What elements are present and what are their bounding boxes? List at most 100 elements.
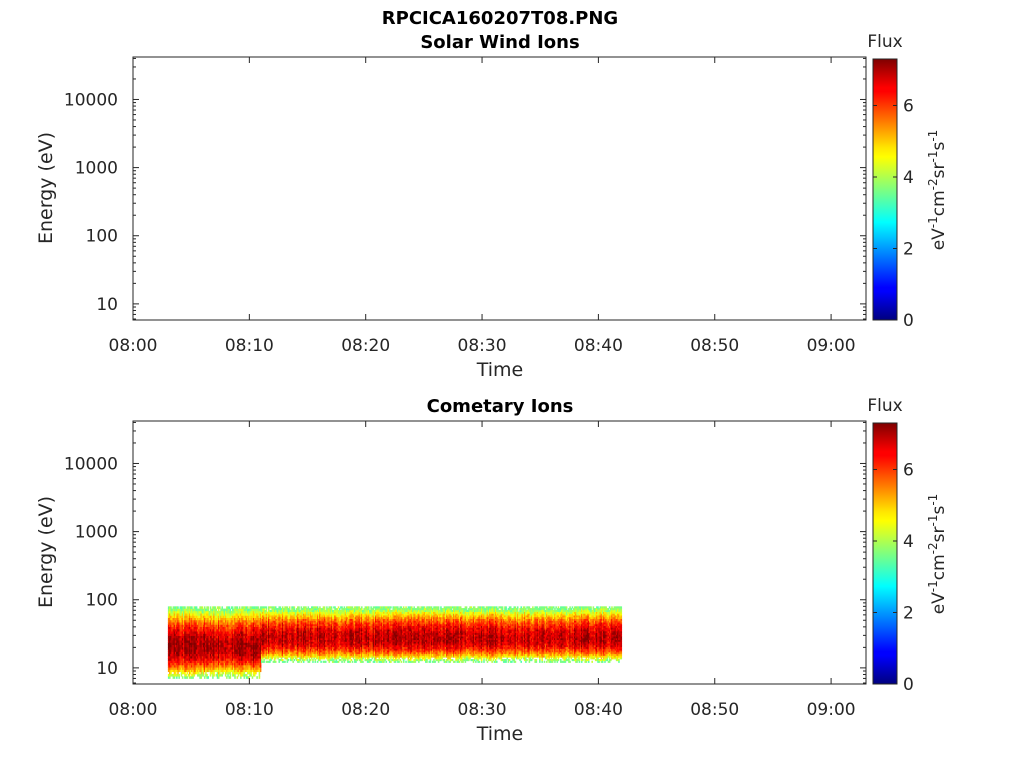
heatmap-cell bbox=[233, 635, 235, 639]
heatmap-cell bbox=[247, 646, 249, 650]
heatmap-cell bbox=[234, 608, 236, 612]
heatmap-cell bbox=[173, 606, 176, 609]
heatmap-cell bbox=[292, 648, 294, 651]
heatmap-cell bbox=[169, 640, 171, 643]
heatmap-cell bbox=[170, 646, 172, 650]
heatmap-cell bbox=[267, 613, 270, 616]
heatmap-cell bbox=[201, 635, 204, 639]
heatmap-cell bbox=[265, 646, 268, 649]
heatmap-cell bbox=[304, 615, 306, 618]
heatmap-cell bbox=[184, 651, 186, 655]
heatmap-cell bbox=[290, 643, 292, 646]
heatmap-cell bbox=[295, 615, 298, 618]
heatmap-cell bbox=[193, 622, 196, 625]
heatmap-cell bbox=[179, 633, 182, 637]
heatmap-cell bbox=[191, 644, 193, 648]
heatmap-cell bbox=[266, 627, 269, 630]
heatmap-cell bbox=[266, 660, 269, 663]
heatmap-cell bbox=[242, 624, 244, 628]
heatmap-cell bbox=[183, 669, 185, 673]
heatmap-cell bbox=[214, 653, 216, 657]
heatmap-cell bbox=[293, 627, 296, 630]
heatmap-cell bbox=[179, 606, 182, 609]
heatmap-cell bbox=[216, 653, 219, 657]
heatmap-cell bbox=[278, 655, 280, 658]
heatmap-cell bbox=[224, 637, 227, 641]
heatmap-cell bbox=[231, 624, 234, 628]
heatmap-cell bbox=[249, 642, 251, 646]
heatmap-cell bbox=[244, 651, 247, 655]
heatmap-cell bbox=[259, 619, 262, 623]
heatmap-cell bbox=[266, 643, 269, 646]
heatmap-cell bbox=[194, 631, 197, 634]
heatmap-cell bbox=[199, 664, 201, 668]
heatmap-cell bbox=[209, 658, 212, 661]
heatmap-cell bbox=[186, 606, 189, 609]
heatmap-cell bbox=[214, 606, 216, 609]
heatmap-cell bbox=[183, 642, 185, 646]
heatmap-cell bbox=[230, 610, 233, 614]
heatmap-cell bbox=[180, 667, 183, 670]
heatmap-cell bbox=[257, 633, 260, 637]
heatmap-cell bbox=[187, 637, 190, 641]
heatmap-cell bbox=[201, 673, 204, 677]
heatmap-cell bbox=[284, 622, 286, 625]
heatmap-cell bbox=[241, 606, 243, 609]
heatmap-cell bbox=[234, 662, 236, 666]
heatmap-cell bbox=[222, 633, 225, 637]
heatmap-cell bbox=[285, 648, 287, 651]
heatmap-cell bbox=[300, 655, 303, 658]
heatmap-cell bbox=[241, 615, 243, 619]
heatmap-cell bbox=[245, 660, 248, 664]
heatmap-cell bbox=[194, 649, 197, 652]
heatmap-cell bbox=[209, 673, 212, 677]
heatmap-cell bbox=[285, 625, 287, 628]
heatmap-cell bbox=[258, 673, 261, 677]
heatmap-cell bbox=[185, 655, 187, 659]
heatmap-cell bbox=[177, 644, 179, 648]
heatmap-cell bbox=[233, 653, 235, 657]
heatmap-cell bbox=[191, 640, 193, 643]
heatmap-cell bbox=[295, 630, 298, 634]
heatmap-cell bbox=[195, 644, 198, 648]
heatmap-cell bbox=[210, 619, 213, 623]
heatmap-cell bbox=[185, 651, 187, 655]
heatmap-cell bbox=[264, 613, 267, 616]
heatmap-cell bbox=[237, 633, 240, 637]
heatmap-cell bbox=[208, 662, 211, 666]
heatmap-cell bbox=[265, 637, 268, 641]
heatmap-cell bbox=[284, 643, 286, 646]
heatmap-cell bbox=[206, 606, 208, 609]
heatmap-cell bbox=[233, 673, 235, 677]
heatmap-cell bbox=[257, 658, 260, 661]
heatmap-cell bbox=[257, 617, 260, 621]
heatmap-cell bbox=[300, 620, 303, 623]
heatmap-cell bbox=[298, 636, 300, 639]
heatmap-cell bbox=[274, 651, 277, 655]
heatmap-cell bbox=[260, 608, 263, 611]
heatmap-cell bbox=[227, 610, 229, 614]
heatmap-cell bbox=[234, 640, 236, 643]
heatmap-cell bbox=[224, 655, 227, 659]
heatmap-cell bbox=[291, 655, 293, 658]
heatmap-cell bbox=[271, 634, 274, 637]
heatmap-cell bbox=[254, 649, 256, 652]
heatmap-cell bbox=[177, 649, 179, 652]
heatmap-cell bbox=[243, 676, 246, 679]
heatmap-cell bbox=[294, 625, 297, 628]
heatmap-cell bbox=[242, 613, 244, 616]
heatmap-cell bbox=[299, 620, 301, 623]
heatmap-cell bbox=[309, 639, 312, 642]
heatmap-cell bbox=[252, 608, 255, 612]
heatmap-cell bbox=[222, 658, 225, 661]
heatmap-cell bbox=[200, 649, 203, 652]
heatmap-cell bbox=[297, 646, 299, 649]
heatmap-cell bbox=[208, 637, 211, 641]
heatmap-cell bbox=[307, 643, 310, 646]
heatmap-cell bbox=[271, 643, 274, 646]
heatmap-cell bbox=[300, 629, 303, 632]
heatmap-cell bbox=[286, 616, 289, 620]
heatmap-cell bbox=[256, 635, 258, 639]
heatmap-cell bbox=[304, 630, 306, 634]
heatmap-cell bbox=[263, 629, 265, 632]
